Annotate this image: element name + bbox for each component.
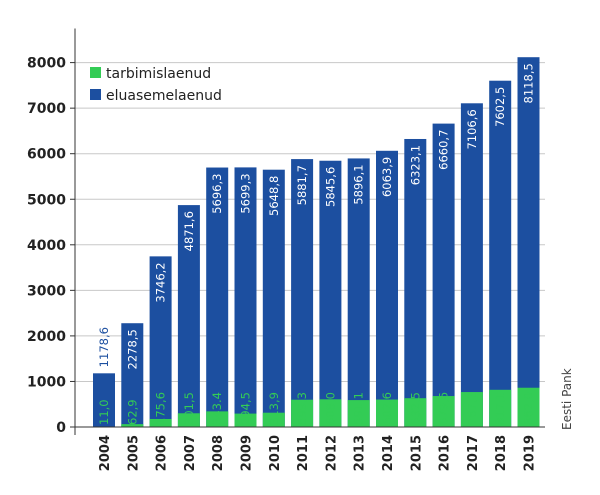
y-tick-label: 4000 [27, 238, 66, 254]
value-label-eluasemelaenud: 5896,1 [352, 164, 366, 204]
bar-eluasemelaenud [291, 159, 314, 427]
x-tick-label: 2018 [494, 435, 509, 471]
source-label: Eesti Pank [560, 368, 574, 430]
y-tick-label: 1000 [27, 374, 66, 390]
legend-swatch-eluasemelaenud [90, 89, 101, 100]
x-tick-label: 2017 [466, 435, 481, 471]
bar-eluasemelaenud [376, 150, 398, 427]
bar-eluasemelaenud [234, 167, 257, 427]
x-tick-label: 2009 [240, 435, 255, 471]
value-label-tarbimislaenud: 817,1 [493, 392, 507, 425]
legend: tarbimislaenud eluasemelaenud [90, 66, 222, 104]
legend-label-tarbimislaenud: tarbimislaenud [106, 66, 211, 82]
value-label-eluasemelaenud: 5881,7 [295, 165, 309, 205]
value-label-tarbimislaenud: 862,0 [522, 392, 536, 425]
bar-tarbimislaenud [291, 399, 314, 427]
bar-eluasemelaenud [460, 103, 483, 427]
x-tick-label: 2006 [155, 435, 170, 471]
bar-eluasemelaenud [262, 169, 285, 428]
bar-tarbimislaenud [432, 396, 455, 427]
bar-tarbimislaenud [460, 392, 483, 427]
bar-tarbimislaenud [234, 413, 257, 427]
y-tick-label: 2000 [27, 329, 66, 345]
value-label-eluasemelaenud: 8118,5 [522, 63, 536, 103]
value-label-eluasemelaenud: 3746,2 [154, 262, 168, 302]
bar-tarbimislaenud [149, 419, 172, 427]
x-tick-label: 2019 [523, 435, 538, 471]
value-label-eluasemelaenud: 5696,3 [210, 174, 224, 214]
x-tick-label: 2014 [381, 435, 396, 471]
x-tick-label: 2011 [296, 435, 311, 471]
bar-tarbimislaenud [376, 399, 398, 427]
bar-eluasemelaenud [206, 167, 229, 427]
value-label-eluasemelaenud: 5648,8 [267, 176, 281, 216]
value-label-tarbimislaenud: 608,0 [323, 392, 337, 425]
bar-tarbimislaenud [121, 424, 144, 427]
y-tick-label: 8000 [27, 56, 66, 72]
x-tick-label: 2005 [126, 435, 141, 471]
x-tick-label: 2015 [409, 435, 424, 471]
value-label-tarbimislaenud: 599,3 [295, 392, 309, 425]
bar-tarbimislaenud [319, 399, 342, 427]
bar-eluasemelaenud [489, 80, 512, 428]
value-label-tarbimislaenud: 175,6 [154, 392, 168, 425]
value-label-eluasemelaenud: 7106,6 [465, 109, 479, 149]
bar-eluasemelaenud [432, 123, 455, 428]
x-axis: 2004 2005 2006 2007 2008 2009 2010 2011 2012 2013… [75, 426, 545, 471]
y-tick-label: 3000 [27, 283, 66, 299]
value-label-eluasemelaenud: 1178,6 [97, 327, 111, 367]
bar-eluasemelaenud [121, 323, 144, 427]
value-label-tarbimislaenud: 294,5 [239, 392, 253, 425]
value-label-eluasemelaenud: 6323,1 [408, 145, 422, 185]
bar-eluasemelaenud [319, 160, 342, 428]
value-label-tarbimislaenud: 767,2 [465, 392, 479, 425]
x-tick-label: 2008 [211, 435, 226, 471]
bar-tarbimislaenud [517, 387, 540, 427]
value-label-eluasemelaenud: 5699,3 [239, 173, 253, 213]
bar-tarbimislaenud [489, 389, 512, 427]
value-label-tarbimislaenud: 602,6 [380, 392, 394, 425]
bar-eluasemelaenud [177, 205, 200, 427]
value-label-eluasemelaenud: 7602,5 [493, 87, 507, 127]
value-label-eluasemelaenud: 5845,6 [323, 167, 337, 207]
legend-label-eluasemelaenud: eluasemelaenud [106, 88, 222, 104]
value-label-tarbimislaenud: 11,0 [97, 399, 111, 425]
bar-tarbimislaenud [177, 413, 200, 427]
value-label-eluasemelaenud: 2278,5 [125, 329, 139, 369]
value-label-tarbimislaenud: 343.4 [210, 392, 224, 425]
bar-value-labels: 1178,6 11,0 2278,5 62,9 3746,2 175,6 4871,6 301… [97, 63, 536, 425]
bar-tarbimislaenud [347, 400, 370, 427]
x-tick-label: 2012 [324, 435, 339, 471]
bars [93, 57, 540, 428]
x-tick-label: 2010 [268, 435, 283, 471]
x-tick-label: 2004 [98, 435, 113, 471]
value-label-tarbimislaenud: 62,9 [125, 399, 139, 425]
bar-eluasemelaenud [93, 373, 115, 427]
bar-tarbimislaenud [404, 398, 427, 427]
x-tick-label: 2007 [183, 435, 198, 471]
value-label-tarbimislaenud: 679,6 [437, 392, 451, 425]
value-label-eluasemelaenud: 4871,6 [182, 211, 196, 251]
bar-tarbimislaenud [206, 411, 229, 427]
bar-tarbimislaenud [262, 412, 285, 427]
y-tick-label: 6000 [27, 147, 66, 163]
y-tick-label: 5000 [27, 192, 66, 208]
value-label-tarbimislaenud: 301,5 [182, 392, 196, 425]
value-label-tarbimislaenud: 591,1 [352, 392, 366, 425]
bar-eluasemelaenud [404, 138, 427, 427]
value-label-tarbimislaenud: 632,5 [408, 392, 422, 425]
value-label-eluasemelaenud: 6660,7 [437, 130, 451, 170]
bar-eluasemelaenud [149, 256, 172, 427]
x-tick-label: 2016 [438, 435, 453, 471]
value-label-tarbimislaenud: 313,9 [267, 392, 281, 425]
y-tick-label: 7000 [27, 101, 66, 117]
value-label-eluasemelaenud: 6063,9 [380, 157, 394, 197]
bar-eluasemelaenud [347, 158, 370, 427]
bar-eluasemelaenud [517, 57, 540, 427]
y-axis: 0 1000 2000 3000 4000 5000 6000 7000 8000 [27, 28, 76, 436]
x-tick-label: 2013 [353, 435, 368, 471]
y-tick-label: 0 [56, 420, 66, 436]
legend-swatch-tarbimislaenud [90, 67, 101, 78]
